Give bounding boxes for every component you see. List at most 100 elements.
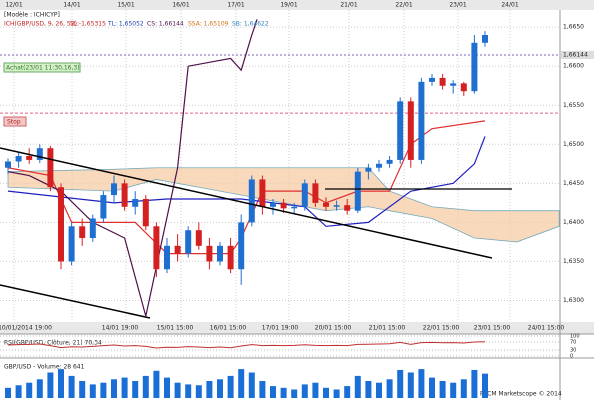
plot-area [0,10,560,320]
volume-bar [291,389,298,398]
candle-body [195,230,202,246]
volume-bar [270,386,276,398]
x-tick-label: 21/01 15:00 [369,325,406,332]
candle-body [397,101,404,160]
buy-box [3,62,81,73]
volume-bar [312,382,319,398]
candle-body [376,163,382,168]
footer: FXCM Marketscope © 2014 [480,391,562,398]
candle-body [429,77,435,82]
volume-bar [79,381,86,398]
volume-bar [450,382,457,398]
volume-bar [89,384,96,398]
candle-body [79,226,86,239]
volume-bar [323,387,329,398]
y-tick-label: 1,6500 [563,141,584,148]
volume-bar [429,377,435,398]
candle-body [142,198,149,227]
sl-label: SL: 1,65315 [70,21,106,28]
y-tick-label: 1,6600 [563,63,584,70]
x-tick-label: 14/01 19:00 [102,325,139,332]
volume-bar [142,375,149,398]
x-tick-label: 17/01 19:00 [262,325,299,332]
sb-label: SB: 1,64622 [232,21,269,28]
top-date-label: 21/01 [340,2,357,9]
volume-bar [153,370,160,398]
candle-body [439,77,446,86]
volume-bar [121,377,128,398]
candle-body [259,179,266,207]
candle-body [26,156,33,160]
top-date-label: 15/01 [117,2,134,9]
x-tick-label: 24/01 15:00 [528,325,565,332]
x-tick-label: 22/01 15:00 [423,325,460,332]
candle-body [153,226,160,270]
x-tick-label: 20/01 15:00 [315,325,352,332]
model-label: [Modèle : ICHICYP] [4,12,60,19]
candle-body [174,245,181,254]
y-tick-label: 1,6550 [563,102,584,109]
trend-line [0,147,493,259]
candle-body [291,206,298,209]
candle-body [248,179,255,223]
volume-bar [407,372,414,398]
volume-bar [36,379,43,398]
volume-bar [280,387,287,398]
candle-body [121,183,128,207]
candle-body [270,202,276,207]
candle-body [100,195,107,219]
volume-bar [164,377,170,398]
volume-bar [174,382,181,398]
last-price-box [561,50,594,59]
candle-body [36,148,43,160]
y-tick-label: 1,6400 [563,219,584,226]
candle-body [333,205,340,207]
indicator-line [7,19,258,317]
y-tick-label: 1,6300 [563,297,584,304]
candle-body [354,171,361,211]
volume-bar [132,381,139,398]
candle-body [344,205,351,211]
candle-body [323,202,329,207]
candle-body [15,156,22,162]
buy-label: Achat(23/01 11:30,16,3) [6,65,80,72]
candle-body [111,183,117,196]
volume-bar [248,372,255,398]
stop-label: Stop [7,119,21,126]
volume-bar [418,369,425,398]
volume-bar [471,369,478,398]
top-date-label: 17/01 [227,2,244,9]
volume-bar [460,379,467,398]
candle-body [132,198,139,207]
candle-body [312,183,319,203]
indicator-line [7,120,486,255]
rsi-title: RSI(GBP/USD, Clôture, 21) 70,34 [4,340,102,347]
top-date-label: 14/01 [63,2,80,9]
cs-label: CS: 1,66144 [147,21,184,28]
volume-bar [217,379,223,398]
candle-body [227,245,234,270]
candle-body [206,245,213,262]
volume-bar [58,369,64,398]
top-date-label: 16/01 [172,2,189,9]
candle-body [386,159,393,164]
volume-bar [259,381,266,398]
x-tick-label: 15/01 15:00 [157,325,194,332]
tl-label: TL: 1,65052 [107,21,144,28]
y-tick-label: 1,6450 [563,180,584,187]
volume-bar [344,386,351,398]
candle-body [460,83,467,92]
volume-bar [100,382,107,398]
indicator-line [7,136,486,227]
volume-bar [185,384,192,398]
volume-bar [301,384,308,398]
top-date-label: 12/01 [5,2,22,9]
volume-bar [206,381,213,398]
candle-body [164,245,170,270]
volume-bar [439,381,446,398]
volume-bar [5,387,11,398]
cloud [7,167,560,243]
candle-body [5,161,11,168]
